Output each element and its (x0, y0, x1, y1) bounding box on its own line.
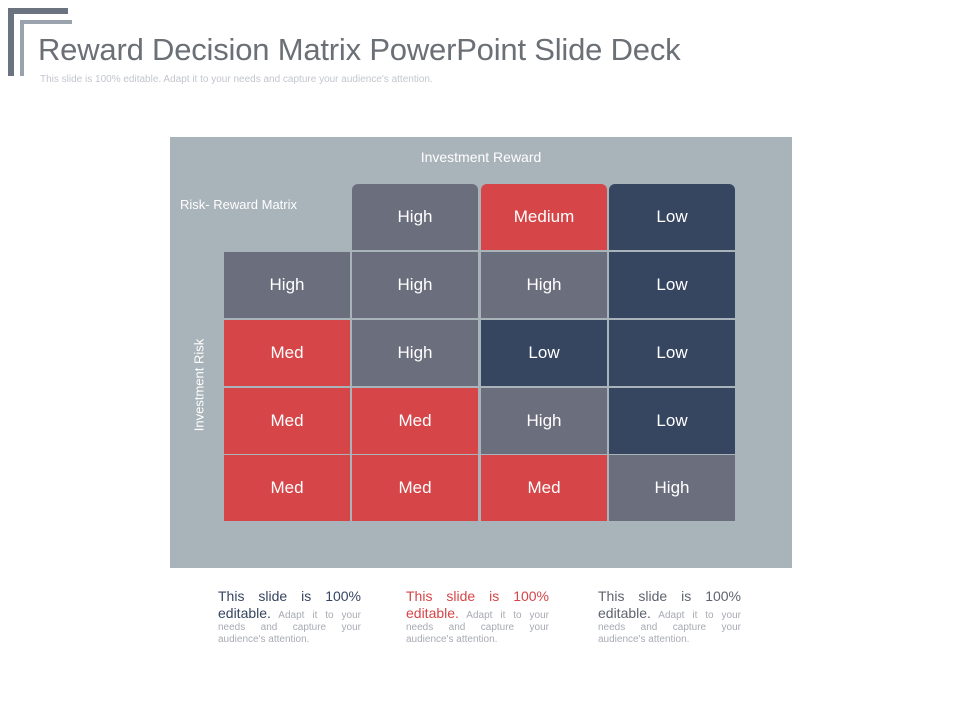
column-header-low: Low (609, 184, 735, 250)
matrix-panel: Investment Reward Risk- Reward Matrix In… (170, 137, 792, 568)
matrix-cell-r2-c1: High (352, 320, 478, 386)
matrix-cell-r4-c1: Med (352, 455, 478, 521)
matrix-cell-r3-c2: High (481, 388, 607, 454)
matrix-cell-r1-c3: Low (609, 252, 735, 318)
investment-risk-label: Investment Risk (191, 338, 207, 432)
matrix-cell-r3-c1: Med (352, 388, 478, 454)
row-header-1: High (224, 252, 350, 318)
corner-bar-horizontal (8, 8, 68, 14)
column-header-high: High (352, 184, 478, 250)
matrix-cell-r4-c2: Med (481, 455, 607, 521)
description-3-body: Adapt it to your needs and capture your … (598, 610, 741, 645)
description-block-2: This slide is 100% editable. Adapt it to… (406, 588, 549, 646)
description-1-body: Adapt it to your needs and capture your … (218, 610, 361, 645)
investment-reward-label: Investment Reward (420, 149, 542, 165)
matrix-cell-r1-c1: High (352, 252, 478, 318)
corner-bar-inner-horizontal (20, 20, 72, 24)
column-header-medium: Medium (481, 184, 607, 250)
description-block-3: This slide is 100% editable. Adapt it to… (598, 588, 741, 646)
row-header-4: Med (224, 455, 350, 521)
description-block-1: This slide is 100% editable. Adapt it to… (218, 588, 361, 646)
corner-bracket-decoration (8, 8, 72, 76)
risk-reward-matrix-label: Risk- Reward Matrix (180, 197, 298, 212)
description-2-lead: This slide is 100% editable. (406, 588, 549, 621)
description-2-body: Adapt it to your needs and capture your … (406, 610, 549, 645)
corner-bar-vertical (8, 8, 14, 76)
matrix-cell-r2-c3: Low (609, 320, 735, 386)
row-header-2: Med (224, 320, 350, 386)
corner-bar-inner-vertical (20, 20, 24, 76)
row-header-3: Med (224, 388, 350, 454)
matrix-cell-r3-c3: Low (609, 388, 735, 454)
slide-title: Reward Decision Matrix PowerPoint Slide … (38, 32, 681, 67)
description-3-lead: This slide is 100% editable. (598, 588, 741, 621)
matrix-cell-r2-c2: Low (481, 320, 607, 386)
description-1-lead: This slide is 100% editable. (218, 588, 361, 621)
matrix-cell-r1-c2: High (481, 252, 607, 318)
matrix-cell-r4-c3: High (609, 455, 735, 521)
slide-subtitle: This slide is 100% editable. Adapt it to… (40, 74, 433, 85)
